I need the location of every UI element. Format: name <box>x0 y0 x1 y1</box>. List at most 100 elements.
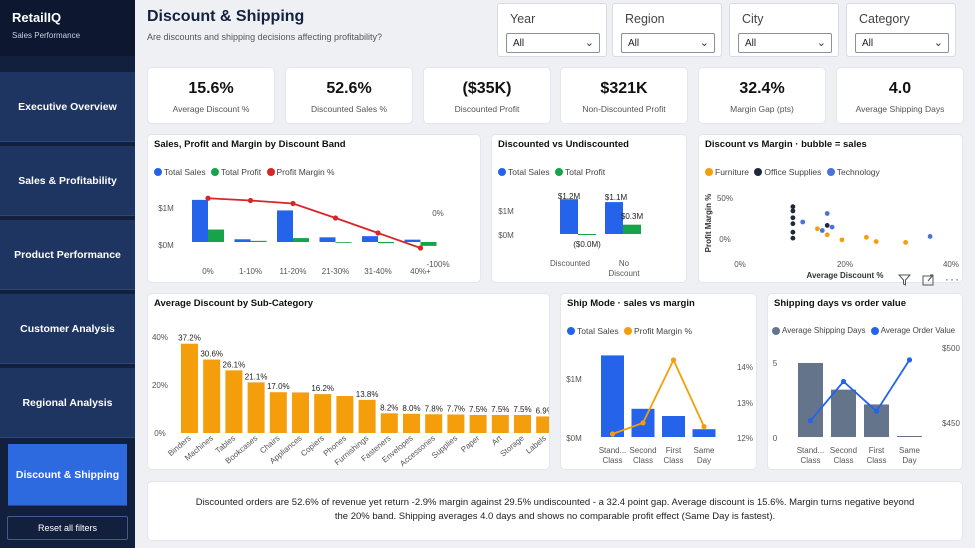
y-tick-label: $1M <box>498 207 514 216</box>
bar <box>380 413 398 433</box>
y-tick-label: $0M <box>158 241 174 250</box>
nav-regional-analysis[interactable]: Regional Analysis <box>0 368 135 438</box>
page-subtitle: Are discounts and shipping decisions aff… <box>147 32 382 42</box>
legend-swatch <box>554 168 563 176</box>
chart-title: Average Discount by Sub-Category <box>154 298 314 309</box>
nav-executive-overview[interactable]: Executive Overview <box>0 72 135 142</box>
y-tick-label: 20% <box>152 381 168 390</box>
nav-sales-profitability[interactable]: Sales & Profitability <box>0 146 135 216</box>
data-label: $1.2M <box>558 192 581 201</box>
chart-title: Shipping days vs order value <box>774 298 906 309</box>
legend-label: Total Sales <box>508 167 550 177</box>
brand: RetailIQ Sales Performance <box>0 0 135 56</box>
legend-swatch <box>772 326 780 335</box>
bar-sales <box>234 239 251 242</box>
chart-card-avg-discount-subcategory: Average Discount by Sub-Category 40% 20% 0… <box>147 293 550 470</box>
y-tick-label: $0M <box>498 231 514 240</box>
kpi-card: 52.6% Discounted Sales % <box>285 67 413 124</box>
scatter-point <box>839 237 845 243</box>
kpi-label: Margin Gap (pts) <box>730 104 794 114</box>
scatter-point <box>819 228 825 233</box>
bar <box>514 415 531 433</box>
y-tick-label: $1M <box>566 375 582 384</box>
slicer-category-label: Category <box>859 12 910 26</box>
x-tick-label: Paper <box>459 433 481 454</box>
scatter-point <box>829 224 835 230</box>
legend-swatch <box>210 168 219 176</box>
slicer-region-value: All <box>628 38 640 49</box>
x-tick-label: Day <box>902 456 916 465</box>
x-tick-label: First <box>666 446 682 455</box>
chevron-down-icon: ⌄ <box>816 37 826 49</box>
x-tick-label: Same <box>899 446 920 455</box>
kpi-value: ($35K) <box>462 80 512 97</box>
slicer-region-dropdown[interactable]: All ⌄ <box>621 33 715 53</box>
data-label: 26.1% <box>223 360 246 369</box>
data-label: 7.5% <box>513 405 531 414</box>
bar-profit <box>335 242 352 243</box>
legend-label: Technology <box>836 167 880 177</box>
kpi-label: Non-Discounted Profit <box>582 104 666 114</box>
y2-tick-label: -100% <box>426 260 449 269</box>
x-tick-label: Art <box>490 433 504 447</box>
more-options-icon[interactable]: ··· <box>945 272 960 286</box>
data-label: 21.1% <box>245 372 268 381</box>
margin-line <box>207 197 421 249</box>
scatter-point <box>873 239 879 244</box>
data-label: 8.0% <box>402 404 420 413</box>
x-tick-label: Stand... <box>797 446 825 455</box>
x-tick-label: 20% <box>837 260 853 269</box>
chart-legend: Total Sales Profit Margin % <box>567 326 695 337</box>
x-tick-label: 21-30% <box>322 267 350 276</box>
scatter-point <box>927 234 933 239</box>
nav-customer-analysis[interactable]: Customer Analysis <box>0 294 135 364</box>
bar-profit <box>293 238 309 242</box>
chart-title: Discount vs Margin · bubble = sales <box>705 139 867 150</box>
x-tick-label: Class <box>833 456 853 465</box>
order-value-point <box>807 418 814 424</box>
legend-label: Total Profit <box>564 167 606 177</box>
legend-label: Average Shipping Days <box>782 326 866 335</box>
x-tick-label: 11-20% <box>280 267 307 276</box>
slicer-year-label: Year <box>510 12 536 26</box>
bar-profit <box>250 240 267 242</box>
chevron-down-icon: ⌄ <box>699 37 709 49</box>
slicer-category-dropdown[interactable]: All ⌄ <box>855 33 949 53</box>
data-label: 7.5% <box>469 405 487 414</box>
x-tick-label: Class <box>663 456 683 465</box>
x-tick-label: 0% <box>734 260 746 269</box>
bar-profit <box>578 234 596 236</box>
chart-title: Sales, Profit and Margin by Discount Ban… <box>154 139 346 150</box>
filter-icon[interactable] <box>897 274 912 289</box>
x-tick-label: Day <box>697 456 711 465</box>
y-tick-label: 40% <box>152 333 168 342</box>
chart-legend: Furniture Office Supplies Technology <box>705 167 883 178</box>
chart-card-discount-vs-margin: Discount vs Margin · bubble = sales Furn… <box>698 134 963 283</box>
legend-swatch <box>705 168 713 176</box>
focus-mode-icon[interactable] <box>922 274 935 289</box>
y2-tick-label: 0% <box>432 209 444 218</box>
slicer-city-label: City <box>742 12 764 26</box>
bar <box>336 396 354 433</box>
data-label: 8.2% <box>380 403 398 412</box>
bar <box>269 392 287 433</box>
bar <box>358 399 376 433</box>
y-tick-label: 0% <box>154 429 166 438</box>
scatter-point <box>864 234 869 240</box>
y-tick-label: $0M <box>566 434 582 443</box>
order-value-point <box>906 357 913 363</box>
scatter-point <box>790 221 796 227</box>
x-tick-label: Copiers <box>299 434 326 459</box>
nav-product-performance[interactable]: Product Performance <box>0 220 135 290</box>
slicer-year-dropdown[interactable]: All ⌄ <box>506 33 600 53</box>
x-tick-label: Discount <box>608 269 640 278</box>
x-tick-label: Second <box>629 446 656 455</box>
app-subtitle: Sales Performance <box>12 31 81 40</box>
bar <box>314 394 332 433</box>
nav-discount-shipping[interactable]: Discount & Shipping <box>8 444 127 506</box>
slicer-city-dropdown[interactable]: All ⌄ <box>738 33 832 53</box>
reset-filters-button[interactable]: Reset all filters <box>7 516 128 540</box>
chart-card-discount-band: Sales, Profit and Margin by Discount Ban… <box>147 134 481 283</box>
chart-svg: 50$500$450Stand...ClassSecondClassFirstC… <box>773 344 961 465</box>
chart-card-discounted-vs-undiscounted: Discounted vs Undiscounted Total Sales T… <box>491 134 687 283</box>
